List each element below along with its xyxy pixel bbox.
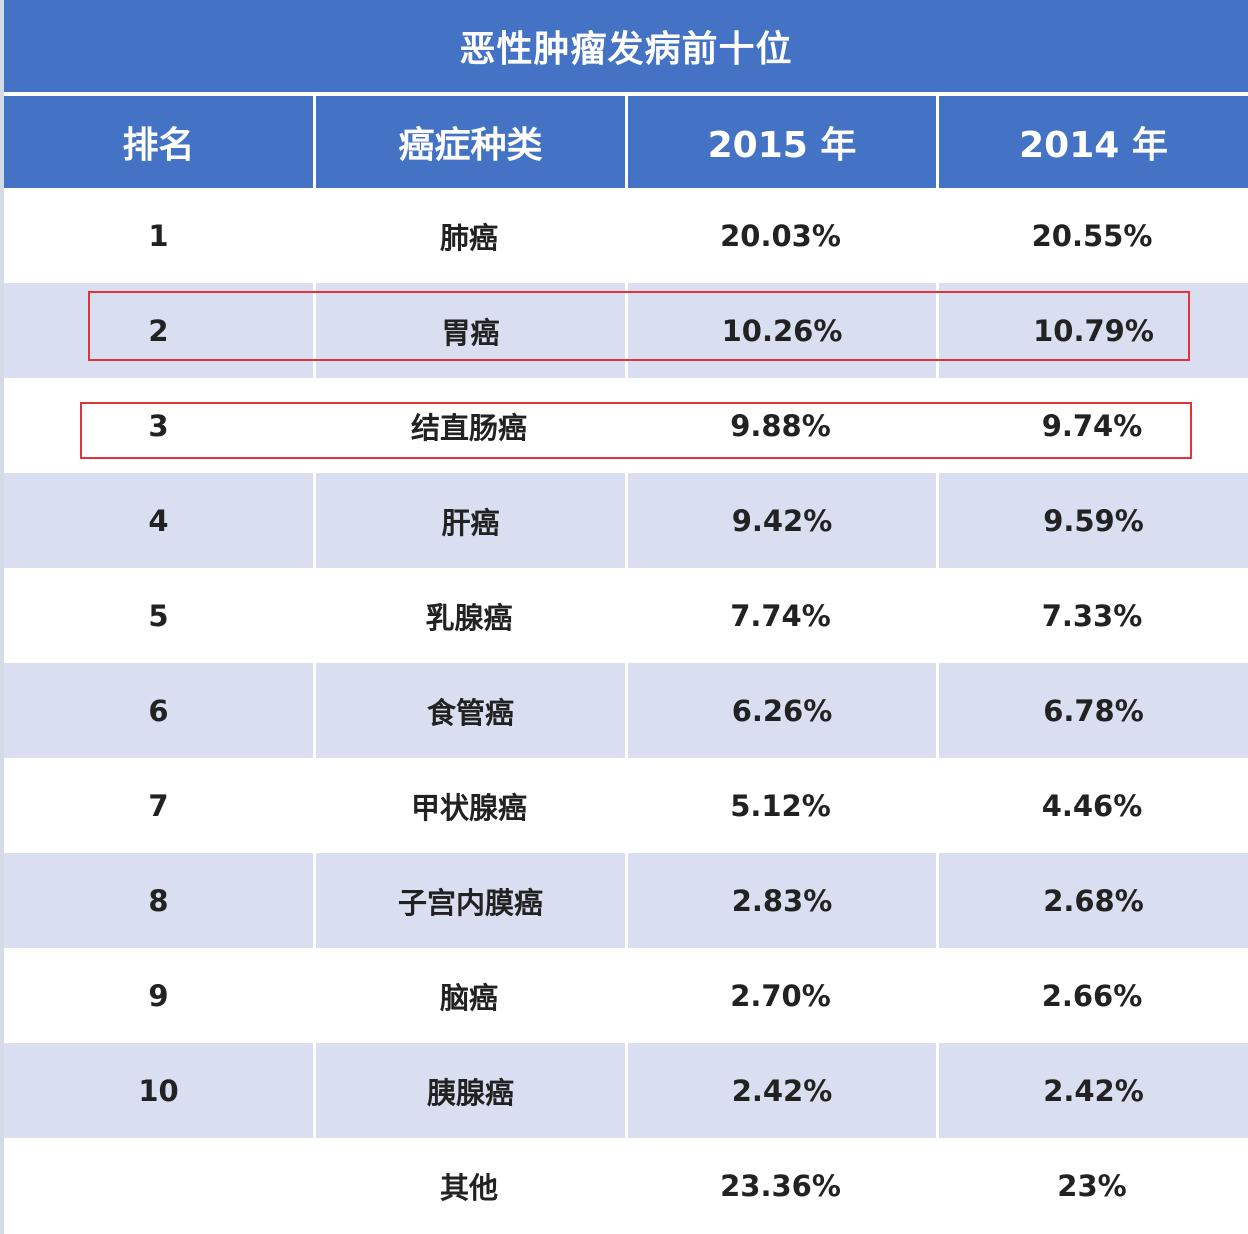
value-2014-cell: 10.79% (936, 283, 1248, 378)
rank-cell: 2 (4, 283, 313, 378)
left-edge-strip (0, 0, 4, 1234)
rank-cell: 4 (4, 473, 313, 568)
rank-cell: 7 (4, 758, 313, 853)
value-2015-cell: 23.36% (625, 1138, 936, 1233)
table-row: 8 子宫内膜癌 2.83% 2.68% (4, 853, 1248, 948)
rank-cell: 6 (4, 663, 313, 758)
rank-cell: 9 (4, 948, 313, 1043)
cancer-ranking-table: 排名 癌症种类 2015 年 2014 年 1 肺癌 20.03% 20.55%… (4, 96, 1248, 1233)
cancer-type-cell: 结直肠癌 (313, 378, 625, 473)
header-year-2015: 2015 年 (625, 96, 936, 188)
table-title: 恶性肿瘤发病前十位 (4, 0, 1248, 92)
header-rank: 排名 (4, 96, 313, 188)
rank-cell: 1 (4, 188, 313, 283)
value-2014-cell: 9.59% (936, 473, 1248, 568)
value-2015-cell: 6.26% (625, 663, 936, 758)
table-row: 6 食管癌 6.26% 6.78% (4, 663, 1248, 758)
cancer-type-cell: 胰腺癌 (313, 1043, 625, 1138)
value-2014-cell: 2.66% (936, 948, 1248, 1043)
rank-cell: 5 (4, 568, 313, 663)
value-2015-cell: 2.83% (625, 853, 936, 948)
cancer-type-cell: 子宫内膜癌 (313, 853, 625, 948)
value-2014-cell: 2.68% (936, 853, 1248, 948)
cancer-type-cell: 胃癌 (313, 283, 625, 378)
value-2015-cell: 20.03% (625, 188, 936, 283)
rank-cell (4, 1138, 313, 1233)
header-cancer-type: 癌症种类 (313, 96, 625, 188)
value-2015-cell: 10.26% (625, 283, 936, 378)
header-year-2014: 2014 年 (936, 96, 1248, 188)
rank-cell: 8 (4, 853, 313, 948)
cancer-type-cell: 肺癌 (313, 188, 625, 283)
rank-cell: 10 (4, 1043, 313, 1138)
table-row: 2 胃癌 10.26% 10.79% (4, 283, 1248, 378)
value-2014-cell: 6.78% (936, 663, 1248, 758)
value-2015-cell: 5.12% (625, 758, 936, 853)
cancer-type-cell: 乳腺癌 (313, 568, 625, 663)
value-2014-cell: 4.46% (936, 758, 1248, 853)
cancer-type-cell: 其他 (313, 1138, 625, 1233)
value-2014-cell: 20.55% (936, 188, 1248, 283)
value-2014-cell: 2.42% (936, 1043, 1248, 1138)
value-2015-cell: 9.42% (625, 473, 936, 568)
table-row: 10 胰腺癌 2.42% 2.42% (4, 1043, 1248, 1138)
table-row: 5 乳腺癌 7.74% 7.33% (4, 568, 1248, 663)
value-2014-cell: 9.74% (936, 378, 1248, 473)
table-row-other: 其他 23.36% 23% (4, 1138, 1248, 1233)
table-row: 1 肺癌 20.03% 20.55% (4, 188, 1248, 283)
table-row: 3 结直肠癌 9.88% 9.74% (4, 378, 1248, 473)
table-row: 7 甲状腺癌 5.12% 4.46% (4, 758, 1248, 853)
value-2015-cell: 9.88% (625, 378, 936, 473)
value-2015-cell: 2.42% (625, 1043, 936, 1138)
rank-cell: 3 (4, 378, 313, 473)
cancer-type-cell: 食管癌 (313, 663, 625, 758)
value-2015-cell: 7.74% (625, 568, 936, 663)
table-row: 4 肝癌 9.42% 9.59% (4, 473, 1248, 568)
table-row: 9 脑癌 2.70% 2.66% (4, 948, 1248, 1043)
value-2014-cell: 7.33% (936, 568, 1248, 663)
value-2014-cell: 23% (936, 1138, 1248, 1233)
cancer-type-cell: 甲状腺癌 (313, 758, 625, 853)
cancer-type-cell: 肝癌 (313, 473, 625, 568)
table-header-row: 排名 癌症种类 2015 年 2014 年 (4, 96, 1248, 188)
cancer-type-cell: 脑癌 (313, 948, 625, 1043)
value-2015-cell: 2.70% (625, 948, 936, 1043)
